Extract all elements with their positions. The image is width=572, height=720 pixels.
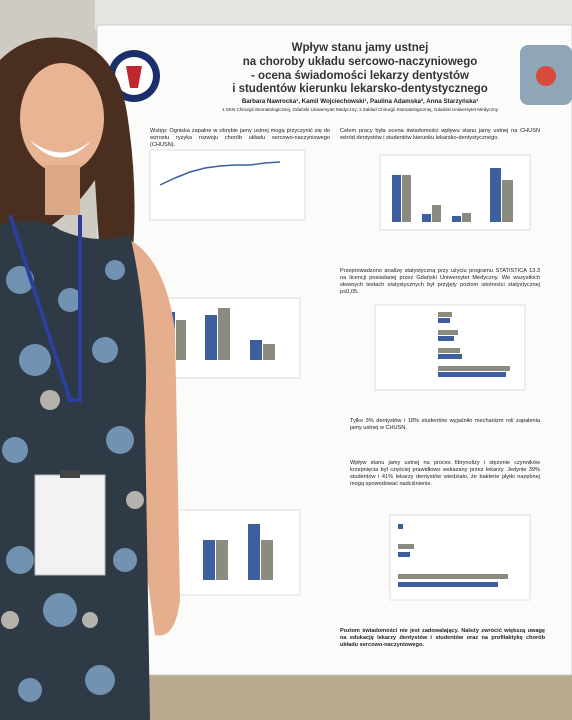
title-line: i studentów kierunku lekarsko-dentystycz… (232, 83, 488, 96)
chart-bars-2 (159, 297, 301, 379)
intro: Wstęp: Ogniska zapalne w obrębie jamy us… (150, 128, 330, 148)
chart-line (149, 149, 306, 221)
affiliation: 1 SKN Chirurgii Stomatologicznej, Gdańsk… (222, 107, 498, 112)
poster-title: Wpływ stanu jamy ustnej na choroby układ… (210, 42, 510, 97)
title-line: na choroby układu sercowo-naczyniowego (242, 55, 478, 68)
chart-hbars (374, 304, 526, 391)
authors: Barbara Nawrocka¹, Kamil Wojciechowski¹,… (241, 98, 479, 105)
conclusion: Poziom świadomości nie jest zadowalający… (340, 628, 545, 648)
methods: Przeprowadzono analizę statystyczną przy… (340, 268, 540, 295)
logo-mark (126, 66, 142, 88)
aim: Celem pracy była ocena świadomości wpływ… (340, 128, 540, 141)
chart-hbars-2 (389, 514, 531, 601)
results-2: Wpływ stanu jamy ustnej na proces fibryn… (350, 460, 540, 487)
person (0, 37, 180, 720)
results: Tylko 3% dentystów i 18% studentów wyjaś… (350, 418, 540, 431)
chart-bars (379, 154, 531, 231)
title-line: - ocena świadomości lekarzy dentystów (251, 69, 469, 82)
chart-bars-3 (159, 509, 301, 596)
title-line: Wpływ stanu jamy ustnej (291, 42, 429, 54)
logo-right-heart (536, 66, 556, 86)
